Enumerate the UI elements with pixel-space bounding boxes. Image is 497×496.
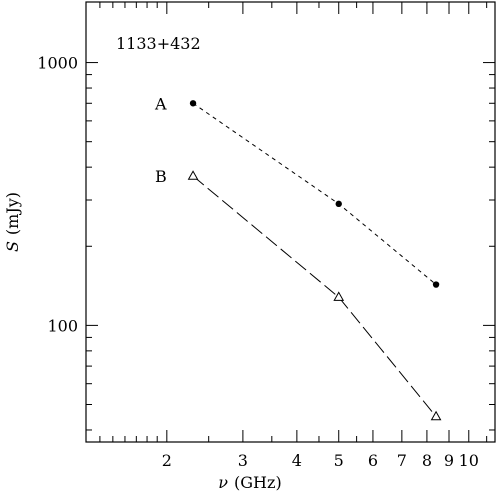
x-tick-label: 8 [422,451,432,470]
data-point-A [189,100,197,107]
x-axis-title: ν (GHz) [218,473,281,492]
x-tick-label: 10 [459,451,479,470]
y-tick-label: 1000 [37,54,78,73]
x-tick-label: 4 [292,451,302,470]
series-A-line [192,102,437,285]
series-layer: AB [154,94,442,421]
series-B: B [155,167,442,421]
series-label-B: B [155,167,167,186]
series-A: A [154,94,440,288]
tick-labels: 2 3 4 5 6 7 8 9 10 100 1000 [37,54,479,470]
data-point-A [432,281,440,288]
x-tick-label: 9 [444,451,454,470]
plot-frame [85,1,496,443]
x-tick-label: 3 [238,451,248,470]
source-name-label: 1133+432 [116,34,201,53]
series-label-A: A [154,94,167,113]
x-tick-label: 7 [397,451,407,470]
data-point-B [333,291,345,301]
axis-ticks [86,2,495,442]
x-tick-label: 2 [162,451,172,470]
data-point-B [187,170,199,180]
series-B-line [192,175,437,417]
data-point-B [430,410,442,421]
x-tick-label: 6 [368,451,378,470]
y-axis-title: S(mJy) [3,192,22,252]
data-point-A [335,200,342,208]
x-tick-label: 5 [334,451,344,470]
y-tick-label: 100 [47,316,78,335]
